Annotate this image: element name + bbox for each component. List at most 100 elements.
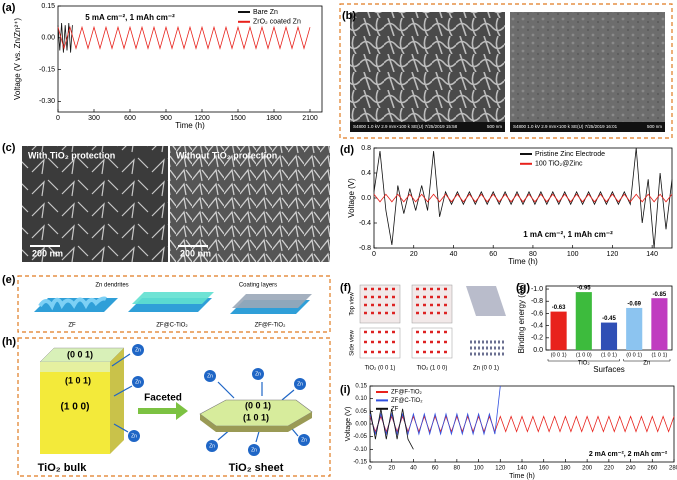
x-tick-label: 1500 [230,115,246,122]
panel-label: (c) [2,142,16,154]
x-axis-label: Time (h) [508,257,538,266]
scale-label: 500 nm [647,124,662,129]
ion-label: Zn [135,347,141,353]
y-axis-label: Voltage (V) [347,178,356,218]
caption-bar [510,122,665,132]
x-tick-label: 240 [626,466,637,472]
x-tick-label: (1 0 0) [576,352,592,358]
sem-caption: S4800 1.0 kV 2.9 mm×100 k SE(U) 7/25/201… [513,124,618,129]
x-axis-label: Surfaces [593,365,625,374]
bar [626,307,643,350]
legend-label: ZF [391,406,399,412]
x-tick-label: 20 [388,466,395,472]
coating [132,292,214,304]
facet-side [110,348,124,454]
value-label: -0.95 [577,286,591,292]
y-tick-label: 0.05 [355,409,367,415]
atoms [364,287,448,354]
caption-bar [350,122,505,132]
view-label: Top view [350,292,356,316]
arrow-label: Faceted [144,393,182,404]
x-tick-label: 120 [495,466,506,472]
group-label: Zn [643,361,650,367]
sheet-edge [200,412,312,432]
bar [651,298,668,350]
scale-label: 200 nm [180,248,211,258]
series-line [369,415,675,433]
sem-caption: S4800 1.0 kV 2.9 mm×100 k SE(U) 7/25/201… [353,124,458,129]
panel-label: (a) [2,2,16,14]
group-bracket [623,359,671,362]
value-label: -0.69 [627,302,641,308]
bar [550,311,567,350]
image-label: With TiO₂ protection [28,150,115,160]
x-tick-label: 60 [489,251,497,258]
panel-label: (i) [340,384,351,396]
y-tick-label: -0.8 [359,245,371,252]
y-axis-label: Binding energy (eV) [517,282,526,353]
scale-label: 500 nm [487,124,502,129]
y-tick-label: -0.30 [39,98,55,105]
x-tick-label: 160 [539,466,550,472]
legend-label: Bare Zn [253,9,278,16]
x-tick-label: 1800 [266,115,282,122]
x-tick-label: 180 [560,466,571,472]
x-tick-label: (0 0 1) [626,352,642,358]
x-tick-label: 40 [410,466,417,472]
panel-label: (e) [2,274,16,286]
y-tick-label: -0.10 [353,447,367,453]
sample-name: ZF@F-TiO₂ [255,323,287,329]
ion-label: Zn [131,433,137,439]
x-tick-label: 80 [529,251,537,258]
legend-label: Pristine Zinc Electrode [535,151,605,158]
x-tick-label: 0 [368,466,372,472]
y-tick-label: 0.00 [355,422,367,428]
zn-lattice [470,340,504,356]
annotation: 2 mA cm⁻², 2 mAh cm⁻² [589,451,668,458]
zn-lattice [466,286,506,316]
x-tick-label: 0 [56,115,60,122]
x-tick-label: 2100 [302,115,318,122]
sem-image [510,12,665,132]
y-tick-label: 0.10 [355,396,367,402]
x-axis-label: Time (h) [509,473,535,480]
x-tick-label: 900 [160,115,172,122]
shape-name: TiO₂ sheet [229,462,284,474]
annotation: 5 mA cm⁻², 1 mAh cm⁻² [85,13,175,22]
legend-label: ZF@F-TiO₂ [391,390,423,396]
facet-label: (1 0 1) [243,412,269,422]
x-tick-label: 100 [474,466,485,472]
panel-label: (d) [340,144,354,156]
zn-ions [128,344,310,456]
x-tick-label: 200 [582,466,593,472]
structure-name: Zn (0 0 1) [473,366,499,372]
series-line [373,147,673,249]
arrow [138,402,188,420]
panel-frame [339,3,673,139]
ion-label: Zn [301,437,307,443]
structure [359,327,401,359]
value-label: -0.85 [653,292,667,298]
y-axis-label: Voltage (V) [345,407,352,442]
y-tick-label: -0.6 [531,310,543,317]
ion-label: Zn [207,373,213,379]
panel-label: (h) [2,336,16,348]
x-tick-label: 40 [450,251,458,258]
ion-label: Zn [135,379,141,385]
panel-label: (g) [516,282,530,294]
group-label: TiO₂ [578,361,590,367]
facet-101 [40,362,110,372]
y-tick-label: 0.15 [355,384,367,390]
series-line [373,193,673,203]
bar [600,322,618,350]
y-tick-label: 0.0 [533,347,543,354]
group-bracket [547,359,620,362]
x-tick-label: 60 [432,466,439,472]
coating [232,294,312,308]
series-line [369,408,414,450]
y-tick-label: -0.2 [531,335,543,342]
series-line [57,22,73,53]
x-tick-label: (1 0 1) [651,352,667,358]
facet-label: (1 0 0) [61,402,90,413]
